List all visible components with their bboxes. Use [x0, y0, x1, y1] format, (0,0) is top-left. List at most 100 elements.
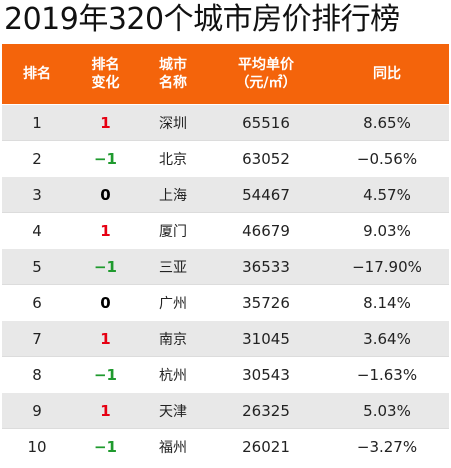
header-rank: 排名: [2, 44, 72, 105]
rank-change-cell: −1: [72, 140, 139, 177]
rank-change-cell: 1: [72, 104, 139, 141]
yoy-cell: −1.63%: [325, 356, 449, 393]
yoy-cell-value: 8.14%: [363, 293, 411, 312]
table-row: 2 −1 北京 63052 −0.56%: [2, 140, 449, 177]
yoy-cell: 9.03%: [325, 212, 449, 249]
avg-price-cell: 54467: [207, 176, 325, 213]
avg-price-cell-value: 26325: [242, 401, 290, 420]
avg-price-cell: 30543: [207, 356, 325, 393]
rank-cell-value: 8: [32, 365, 42, 384]
table-row: 3 0 上海 54467 4.57%: [2, 176, 449, 213]
yoy-cell-value: −0.56%: [356, 149, 418, 168]
table-row: 5 −1 三亚 36533 −17.90%: [2, 248, 449, 285]
rank-change-cell: 1: [72, 212, 139, 249]
rank-change-cell-value: −1: [93, 437, 117, 456]
header-avg-price-line2: （元/㎡）: [235, 75, 297, 91]
city-cell-value: 广州: [159, 295, 187, 312]
rank-cell-value: 10: [27, 437, 47, 456]
city-cell: 杭州: [139, 356, 207, 393]
table-row: 9 1 天津 26325 5.03%: [2, 392, 449, 429]
header-city-line2: 名称: [159, 75, 187, 91]
rank-cell: 4: [2, 212, 72, 249]
table-row: 8 −1 杭州 30543 −1.63%: [2, 356, 449, 393]
rank-change-cell-value: 1: [100, 329, 111, 348]
header-avg-price: 平均单价 （元/㎡）: [207, 44, 325, 105]
yoy-cell-value: 4.57%: [363, 185, 411, 204]
rank-cell: 2: [2, 140, 72, 177]
avg-price-cell: 65516: [207, 104, 325, 141]
table-row: 4 1 厦门 46679 9.03%: [2, 212, 449, 249]
rank-cell-value: 9: [32, 401, 42, 420]
yoy-cell-value: 9.03%: [363, 221, 411, 240]
city-cell: 南京: [139, 320, 207, 357]
header-rank-change-line2: 变化: [91, 75, 120, 91]
avg-price-cell: 35726: [207, 284, 325, 321]
yoy-cell-value: −3.27%: [356, 437, 418, 456]
rank-change-cell-value: 0: [100, 185, 111, 204]
rank-cell: 7: [2, 320, 72, 357]
rank-cell-value: 5: [32, 257, 42, 276]
header-rank-label: 排名: [23, 66, 51, 82]
city-cell: 上海: [139, 176, 207, 213]
avg-price-cell: 31045: [207, 320, 325, 357]
rank-change-cell-value: 1: [100, 221, 111, 240]
avg-price-cell-value: 31045: [242, 329, 290, 348]
header-avg-price-line1: 平均单价: [238, 57, 294, 73]
yoy-cell-value: 5.03%: [363, 401, 411, 420]
city-cell-value: 南京: [159, 331, 187, 348]
avg-price-cell-value: 46679: [242, 221, 290, 240]
rank-change-cell-value: −1: [93, 257, 117, 276]
yoy-cell: 4.57%: [325, 176, 449, 213]
city-cell-value: 福州: [159, 439, 187, 456]
city-cell: 三亚: [139, 248, 207, 285]
rank-change-cell: −1: [72, 356, 139, 393]
city-cell: 北京: [139, 140, 207, 177]
avg-price-cell: 26021: [207, 428, 325, 464]
header-city-line1: 城市: [159, 57, 187, 73]
rank-change-cell: 1: [72, 392, 139, 429]
city-cell-value: 杭州: [159, 367, 187, 384]
price-ranking-table: 排名 排名 变化 城市 名称 平均单价 （元/㎡） 同比 1 1 深圳: [2, 44, 449, 464]
page-title: 2019年320个城市房价排行榜: [4, 2, 400, 37]
rank-cell-value: 4: [32, 221, 42, 240]
rank-change-cell: −1: [72, 248, 139, 285]
table-row: 10 −1 福州 26021 −3.27%: [2, 428, 449, 464]
rank-cell-value: 7: [32, 329, 42, 348]
yoy-cell: −0.56%: [325, 140, 449, 177]
yoy-cell-value: −17.90%: [352, 257, 422, 276]
city-cell-value: 三亚: [159, 259, 187, 276]
yoy-cell: 8.14%: [325, 284, 449, 321]
avg-price-cell-value: 36533: [242, 257, 290, 276]
city-cell-value: 天津: [159, 403, 187, 420]
rank-cell: 5: [2, 248, 72, 285]
table-body: 1 1 深圳 65516 8.65% 2 −1 北京 63052 −0.56% 3 0 上海 54467 4…: [2, 104, 449, 464]
rank-cell: 1: [2, 104, 72, 141]
yoy-cell-value: 3.64%: [363, 329, 411, 348]
header-yoy-label: 同比: [373, 66, 401, 82]
rank-cell: 8: [2, 356, 72, 393]
header-city: 城市 名称: [139, 44, 207, 105]
avg-price-cell: 26325: [207, 392, 325, 429]
rank-change-cell: −1: [72, 428, 139, 464]
rank-cell: 6: [2, 284, 72, 321]
rank-cell: 9: [2, 392, 72, 429]
city-cell: 厦门: [139, 212, 207, 249]
table-row: 7 1 南京 31045 3.64%: [2, 320, 449, 357]
rank-change-cell: 1: [72, 320, 139, 357]
table-row: 1 1 深圳 65516 8.65%: [2, 104, 449, 141]
city-cell: 天津: [139, 392, 207, 429]
avg-price-cell-value: 30543: [242, 365, 290, 384]
avg-price-cell-value: 26021: [242, 437, 290, 456]
city-cell-value: 深圳: [159, 115, 187, 132]
yoy-cell-value: 8.65%: [363, 113, 411, 132]
rank-cell: 10: [2, 428, 72, 464]
city-cell: 广州: [139, 284, 207, 321]
city-cell-value: 上海: [159, 187, 187, 204]
rank-change-cell-value: −1: [93, 365, 117, 384]
yoy-cell-value: −1.63%: [356, 365, 418, 384]
rank-change-cell: 0: [72, 176, 139, 213]
rank-change-cell-value: 1: [100, 113, 111, 132]
city-cell-value: 厦门: [159, 223, 187, 240]
table-header: 排名 排名 变化 城市 名称 平均单价 （元/㎡） 同比: [2, 44, 449, 105]
yoy-cell: −3.27%: [325, 428, 449, 464]
